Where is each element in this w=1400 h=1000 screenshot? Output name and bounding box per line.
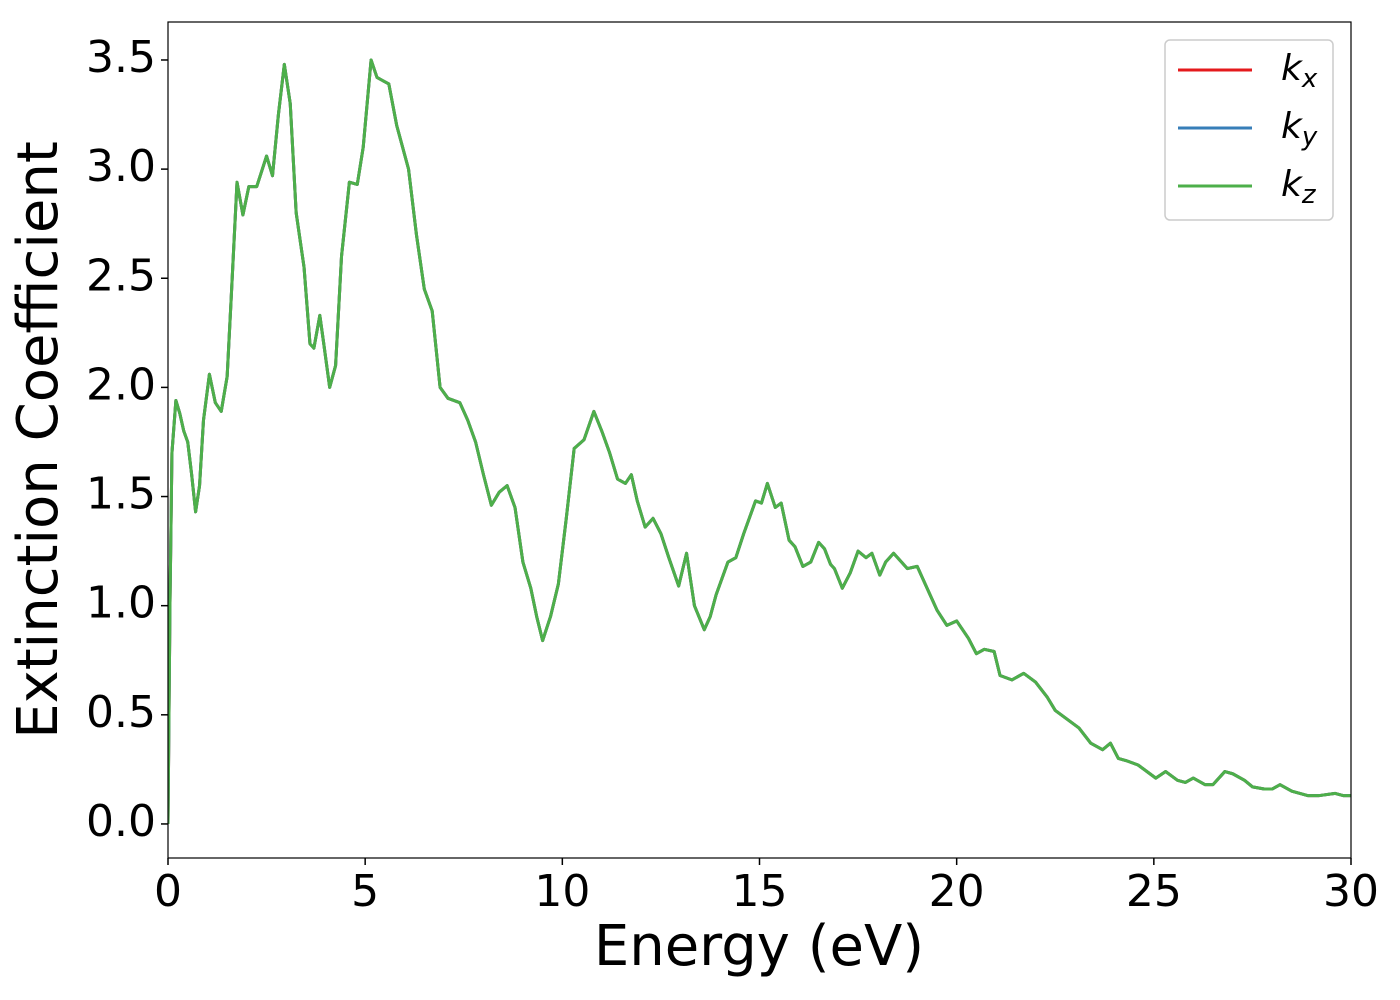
- y-tick-label: 3.5: [86, 32, 156, 83]
- legend-box: [1164, 39, 1334, 221]
- y-axis-label: Extinction Coefficient: [6, 141, 71, 739]
- y-tick-label: 0.0: [86, 796, 156, 847]
- series-line: [168, 58, 1351, 824]
- x-tick-label: 25: [1126, 866, 1182, 917]
- legend-label: ky: [1281, 106, 1318, 152]
- x-tick-label: 15: [732, 866, 788, 917]
- x-tick-label: 0: [154, 866, 182, 917]
- y-tick-label: 0.5: [86, 687, 156, 738]
- y-tick-label: 2.0: [86, 359, 156, 410]
- x-tick-label: 20: [929, 866, 985, 917]
- y-tick-label: 2.5: [86, 250, 156, 301]
- x-axis-label: Energy (eV): [594, 914, 924, 979]
- legend-label: kx: [1281, 48, 1318, 94]
- y-tick-label: 1.5: [86, 469, 156, 520]
- x-tick-label: 10: [534, 866, 590, 917]
- x-tick-label: 5: [351, 866, 379, 917]
- x-tick-label: 30: [1323, 866, 1379, 917]
- y-tick-label: 1.0: [86, 578, 156, 629]
- y-tick-label: 3.0: [86, 141, 156, 192]
- plot-frame: [167, 21, 1352, 859]
- legend-label: kz: [1281, 164, 1317, 210]
